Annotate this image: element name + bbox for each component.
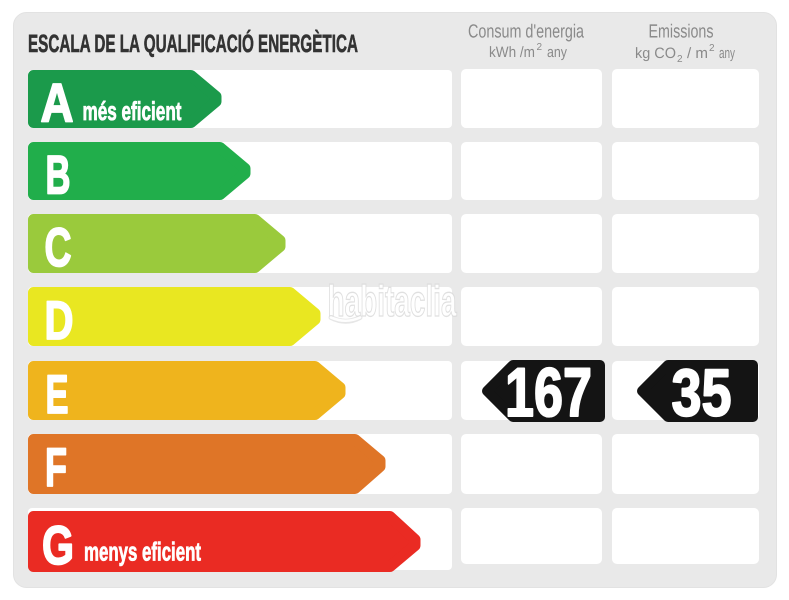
svg-text:F: F bbox=[45, 437, 67, 498]
svg-text:any: any bbox=[547, 44, 567, 61]
svg-text:kWh /m: kWh /m bbox=[489, 44, 535, 61]
svg-text:G: G bbox=[42, 515, 74, 576]
svg-text:35: 35 bbox=[672, 357, 732, 431]
svg-text:2: 2 bbox=[709, 43, 715, 54]
svg-text:Consum d'energia: Consum d'energia bbox=[468, 22, 584, 43]
svg-text:/ m: / m bbox=[687, 45, 708, 62]
svg-text:Emissions: Emissions bbox=[649, 22, 714, 43]
svg-text:any: any bbox=[719, 45, 735, 62]
svg-text:2: 2 bbox=[677, 54, 683, 65]
svg-text:kg CO: kg CO bbox=[635, 45, 676, 62]
svg-text:menys eficient: menys eficient bbox=[84, 537, 201, 567]
svg-text:C: C bbox=[45, 217, 72, 278]
svg-text:D: D bbox=[45, 290, 74, 351]
svg-text:habitaclia: habitaclia bbox=[328, 277, 457, 326]
svg-text:167: 167 bbox=[505, 354, 592, 431]
svg-text:2: 2 bbox=[537, 42, 543, 53]
svg-text:E: E bbox=[46, 364, 69, 425]
svg-text:A: A bbox=[41, 73, 74, 134]
svg-text:B: B bbox=[46, 145, 71, 206]
svg-text:més eficient: més eficient bbox=[83, 96, 182, 126]
svg-text:ESCALA DE LA QUALIFICACIÓ ENER: ESCALA DE LA QUALIFICACIÓ ENERGÈTICA bbox=[28, 29, 358, 58]
